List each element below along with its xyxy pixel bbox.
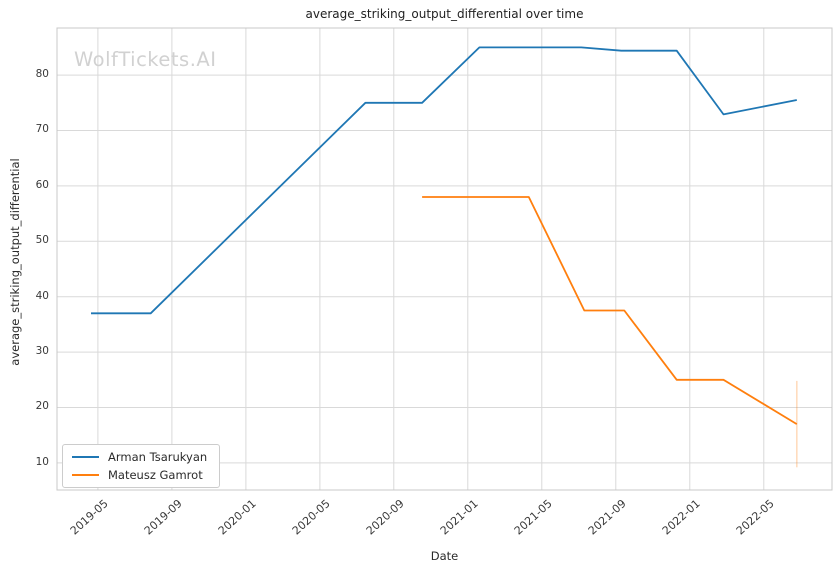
y-tick-label: 80	[35, 68, 49, 81]
y-tick-label: 50	[35, 234, 49, 247]
legend-item-arman-tsarukyan: Arman Tsarukyan	[72, 450, 207, 464]
series-line-mateusz-gamrot	[422, 196, 798, 425]
y-tick-label: 40	[35, 289, 49, 302]
watermark: WolfTickets.AI	[74, 48, 217, 71]
legend-line-swatch	[72, 456, 99, 458]
y-tick-label: 10	[35, 455, 49, 468]
legend-label: Mateusz Gamrot	[108, 468, 203, 482]
legend: Arman Tsarukyan Mateusz Gamrot	[62, 444, 221, 488]
legend-label: Arman Tsarukyan	[108, 450, 208, 464]
legend-item-mateusz-gamrot: Mateusz Gamrot	[72, 468, 207, 482]
y-tick-label: 70	[35, 123, 49, 136]
chart-title: average_striking_output_differential ove…	[305, 7, 584, 21]
series-line-arman-tsarukyan	[91, 46, 797, 315]
y-tick-label: 20	[35, 400, 49, 413]
legend-line-swatch	[72, 474, 99, 476]
x-axis-label: Date	[430, 549, 459, 563]
y-tick-label: 30	[35, 345, 49, 358]
y-tick-label: 60	[35, 178, 49, 191]
plot-border	[56, 27, 833, 491]
